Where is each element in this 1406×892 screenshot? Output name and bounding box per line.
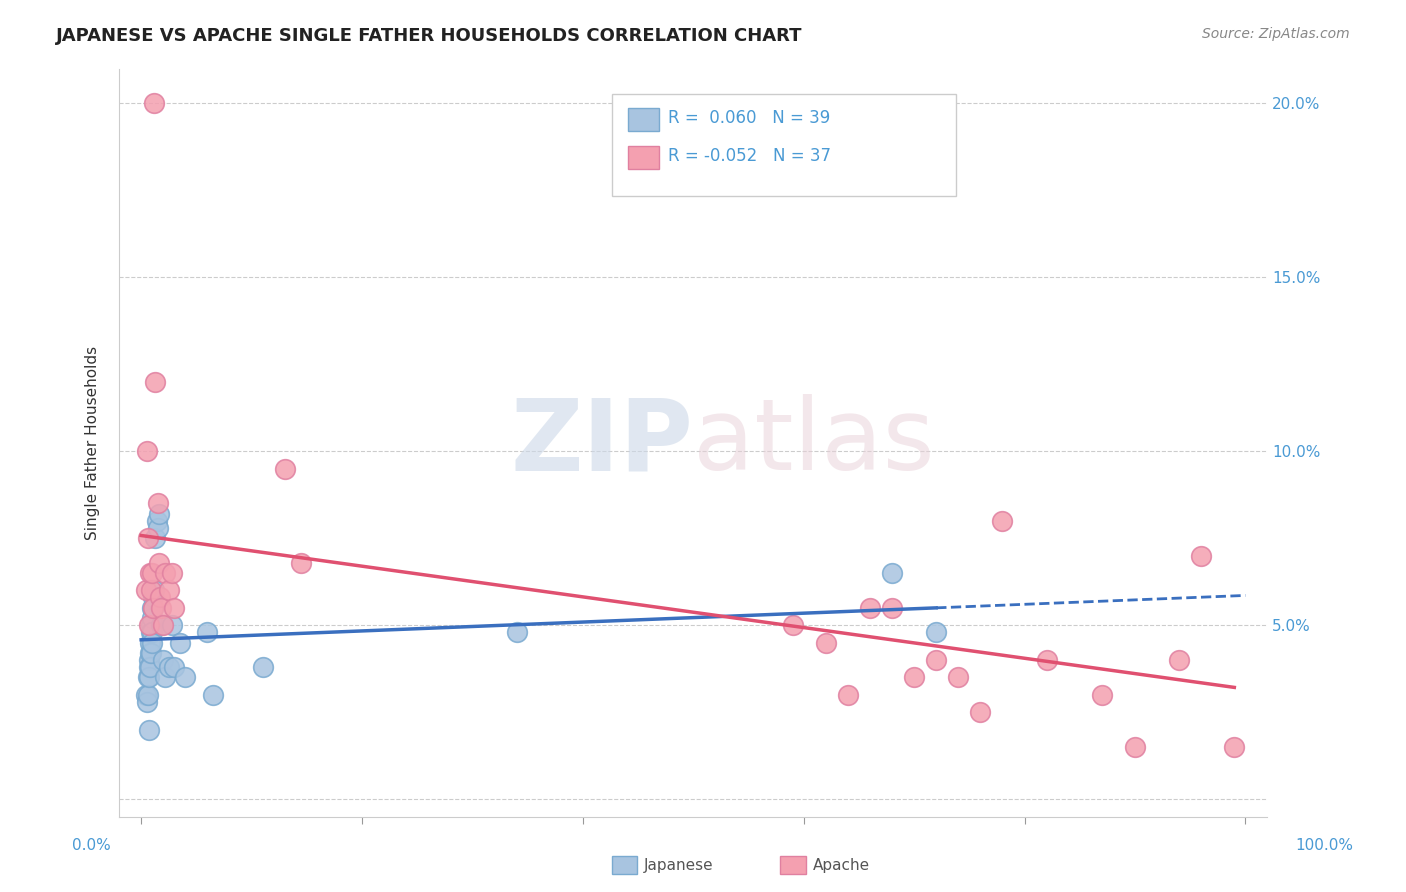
Point (145, 514, 167, 528)
Point (157, 583, 180, 598)
Text: Japanese: Japanese (644, 858, 714, 872)
Point (925, 653, 948, 667)
Point (925, 625, 948, 640)
Point (290, 556, 312, 570)
Point (139, 660, 162, 674)
Point (136, 688, 159, 702)
Point (880, 600, 903, 615)
Text: 0.0%: 0.0% (72, 838, 111, 853)
Point (197, 625, 219, 640)
Point (160, 618, 183, 632)
Point (138, 670, 160, 684)
Point (143, 583, 166, 598)
Point (138, 618, 160, 632)
Point (152, 618, 174, 632)
Text: Source: ZipAtlas.com: Source: ZipAtlas.com (1202, 27, 1350, 41)
Point (141, 625, 163, 640)
Y-axis label: Single Father Households: Single Father Households (86, 345, 100, 540)
Point (136, 531, 159, 545)
Point (149, 591, 172, 605)
Text: 100.0%: 100.0% (1295, 838, 1354, 853)
Point (138, 660, 160, 674)
Point (141, 566, 163, 580)
Point (139, 618, 162, 632)
Point (155, 670, 177, 684)
Point (163, 600, 186, 615)
Point (136, 670, 159, 684)
Point (160, 566, 183, 580)
Point (201, 688, 224, 702)
Point (138, 653, 160, 667)
Point (903, 670, 925, 684)
Point (135, 688, 157, 702)
Point (152, 653, 174, 667)
Point (138, 723, 160, 737)
Point (859, 600, 882, 615)
Point (142, 591, 165, 605)
Point (273, 461, 295, 475)
Point (139, 625, 162, 640)
Point (139, 635, 162, 649)
Point (148, 556, 170, 570)
Point (1035, 653, 1057, 667)
Point (142, 600, 165, 615)
Point (1223, 739, 1246, 754)
Text: atlas: atlas (693, 394, 935, 491)
Point (141, 635, 163, 649)
Point (814, 635, 837, 649)
Point (139, 583, 162, 598)
Point (141, 611, 163, 625)
Text: ZIP: ZIP (510, 394, 693, 491)
Point (948, 670, 970, 684)
Point (145, 375, 167, 389)
Point (169, 635, 191, 649)
Point (150, 600, 173, 615)
Point (991, 514, 1014, 528)
Point (880, 566, 903, 580)
Point (157, 660, 180, 674)
Point (155, 566, 177, 580)
Point (135, 583, 157, 598)
Point (1123, 739, 1146, 754)
Point (142, 600, 165, 615)
Point (837, 688, 859, 702)
Point (969, 705, 991, 719)
Point (163, 660, 186, 674)
Point (135, 695, 157, 709)
Point (143, 96, 166, 111)
Text: R =  0.060   N = 39: R = 0.060 N = 39 (668, 109, 830, 127)
Point (1189, 549, 1212, 563)
Text: R = -0.052   N = 37: R = -0.052 N = 37 (668, 147, 831, 165)
Point (146, 521, 169, 535)
Point (145, 531, 167, 545)
Point (148, 507, 170, 521)
Point (252, 660, 274, 674)
Point (150, 618, 173, 632)
Point (146, 496, 169, 510)
Point (782, 618, 804, 632)
Text: Apache: Apache (813, 858, 870, 872)
Point (139, 566, 162, 580)
Text: JAPANESE VS APACHE SINGLE FATHER HOUSEHOLDS CORRELATION CHART: JAPANESE VS APACHE SINGLE FATHER HOUSEHO… (56, 27, 803, 45)
Point (1091, 688, 1114, 702)
Point (141, 600, 163, 615)
Point (1168, 653, 1191, 667)
Point (139, 646, 162, 660)
Point (174, 670, 197, 684)
Point (139, 646, 162, 660)
Point (505, 625, 527, 640)
Point (135, 444, 157, 458)
